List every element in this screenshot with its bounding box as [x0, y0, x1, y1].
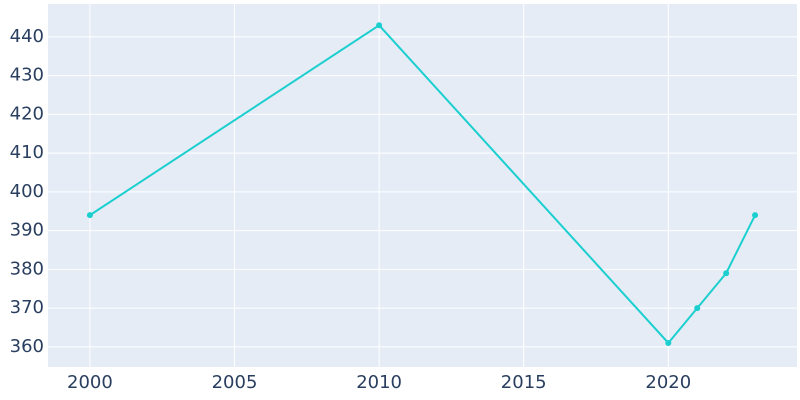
- point: [723, 270, 730, 277]
- point: [376, 22, 383, 29]
- point: [752, 212, 759, 219]
- y-tick-label: 370: [10, 297, 44, 318]
- x-tick-label: 2010: [356, 372, 402, 393]
- y-tick-label: 360: [10, 336, 44, 357]
- y-tick-label: 400: [10, 181, 44, 202]
- line: [89, 24, 756, 345]
- point: [86, 212, 93, 219]
- point: [665, 339, 672, 346]
- x-tick-label: 2000: [67, 372, 113, 393]
- x-tick-label: 2005: [212, 372, 258, 393]
- y-tick-label: 380: [10, 258, 44, 279]
- point: [694, 305, 701, 312]
- plot-area: [48, 4, 797, 367]
- x-tick-label: 2015: [501, 372, 547, 393]
- y-tick-label: 390: [10, 220, 44, 241]
- x-tick-label: 2020: [645, 372, 691, 393]
- y-tick-label: 430: [10, 65, 44, 86]
- y-tick-label: 420: [10, 103, 44, 124]
- y-tick-label: 410: [10, 142, 44, 163]
- y-tick-label: 440: [10, 26, 44, 47]
